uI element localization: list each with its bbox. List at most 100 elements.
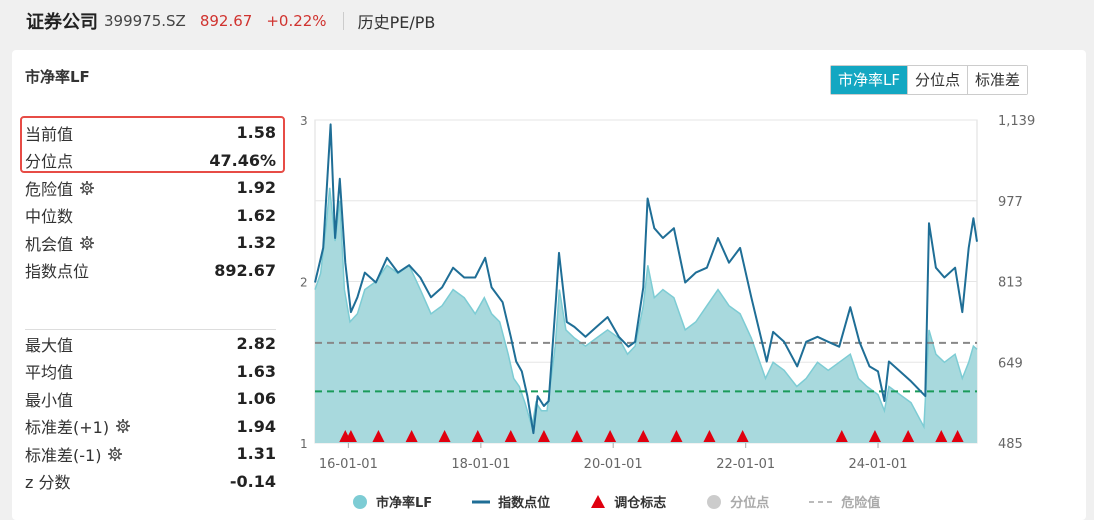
index-price: 892.67 <box>199 12 253 30</box>
x-tick-label: 22-01-01 <box>716 457 775 472</box>
y-right-tick: 1,139 <box>998 114 1035 129</box>
stat-label-text: 标准差(-1) <box>25 445 102 465</box>
stat-label-text: 当前值 <box>25 124 74 144</box>
legend-label: 分位点 <box>730 496 770 511</box>
index-title: 证券公司 <box>26 12 98 33</box>
stat-label-text: 中位数 <box>25 207 74 227</box>
stat-value: -0.14 <box>229 471 276 491</box>
stat-label-text: 危险值 <box>25 179 74 199</box>
stat-label-text: 最大值 <box>25 335 74 355</box>
y-right-tick: 649 <box>998 356 1023 371</box>
rebalance-marker <box>637 430 650 442</box>
legend-swatch <box>707 494 722 509</box>
legend-swatch <box>353 494 367 509</box>
rebalance-marker <box>604 430 617 442</box>
stat-value: 1.92 <box>236 178 276 198</box>
legend-swatch <box>472 500 491 503</box>
tab-std[interactable]: 标准差 <box>967 66 1028 94</box>
x-tick-label: 24-01-01 <box>849 457 908 472</box>
stat-label-text: 分位点 <box>25 152 74 172</box>
stat-value: 1.62 <box>236 205 276 225</box>
stat-label: 标准差(+1) <box>25 414 131 438</box>
rebalance-marker <box>372 430 385 442</box>
legend-label: 市净率LF <box>376 496 433 511</box>
stat-label-text: 平均值 <box>25 363 74 383</box>
pb-area <box>315 187 977 443</box>
stat-label-text: 标准差(+1) <box>25 418 110 438</box>
legend-item[interactable]: 指数点位 <box>472 492 550 511</box>
stat-value: 892.67 <box>214 260 276 280</box>
y-right-tick: 813 <box>998 276 1023 291</box>
stat-value: 1.63 <box>236 361 276 381</box>
tab-pb[interactable]: 市净率LF <box>831 66 907 94</box>
rebalance-marker <box>670 430 683 442</box>
y-right-tick: 977 <box>998 195 1023 210</box>
header-divider <box>342 12 344 30</box>
gear-icon[interactable] <box>80 180 95 195</box>
valuation-card: 市净率LF 市净率LF 分位点 标准差 当前值 1.58 分位点 47.46% 危险值 1… <box>12 50 1086 520</box>
tab-percentile[interactable]: 分位点 <box>907 66 968 94</box>
stat-label: 最大值 <box>25 332 73 356</box>
metric-tabs: 市净率LF 分位点 标准差 <box>830 65 1029 95</box>
stat-label: 机会值 <box>25 231 95 255</box>
x-tick-label: 20-01-01 <box>584 457 643 472</box>
stats-panel-2: 最大值 2.82 平均值 1.63 最小值 1.06 标准差(+1) 1.94 标准差(-1) 1… <box>25 330 276 495</box>
legend-item[interactable]: 危险值 <box>809 492 880 511</box>
stat-label-text: z 分数 <box>25 473 71 493</box>
stat-label-text: 最小值 <box>25 390 74 410</box>
rebalance-marker <box>537 430 550 442</box>
stat-label: 平均值 <box>25 359 73 383</box>
rebalance-marker <box>471 430 484 442</box>
stat-value: 2.82 <box>236 334 276 354</box>
stat-label: z 分数 <box>25 469 71 493</box>
stat-value: 1.06 <box>236 389 276 409</box>
rebalance-marker <box>344 430 357 442</box>
y-right-tick: 485 <box>998 437 1023 452</box>
stat-label: 标准差(-1) <box>25 442 123 466</box>
y-left-tick: 3 <box>300 114 308 128</box>
legend-item[interactable]: 分位点 <box>706 492 769 511</box>
gear-icon[interactable] <box>108 446 123 461</box>
index-change: +0.22% <box>266 12 327 30</box>
stat-row: 危险值 1.92 <box>25 174 276 202</box>
stat-label: 中位数 <box>25 203 73 227</box>
legend-swatch <box>809 500 834 503</box>
stats-divider <box>25 329 276 330</box>
stat-label: 当前值 <box>25 121 73 145</box>
rebalance-marker <box>703 430 716 442</box>
header-bar: 证券公司 399975.SZ 892.67 +0.22% 历史PE/PB <box>0 0 1094 42</box>
rebalance-marker <box>438 430 451 442</box>
rebalance-marker <box>736 430 749 442</box>
rebalance-marker <box>935 430 948 442</box>
stat-value: 1.94 <box>236 416 276 436</box>
stat-label: 最小值 <box>25 387 73 411</box>
rebalance-marker <box>570 430 583 442</box>
stat-row: 分位点 47.46% <box>25 147 276 175</box>
stat-row: 指数点位 892.67 <box>25 257 276 285</box>
rebalance-marker <box>902 430 915 442</box>
current-value-highlight <box>20 116 285 173</box>
stat-row: 最大值 2.82 <box>25 330 276 358</box>
legend-label: 指数点位 <box>498 496 551 511</box>
y-left-tick: 1 <box>300 437 308 451</box>
stat-row: 机会值 1.32 <box>25 229 276 257</box>
gear-icon[interactable] <box>116 419 131 434</box>
stat-row: 标准差(+1) 1.94 <box>25 413 276 441</box>
stat-row: 中位数 1.62 <box>25 202 276 230</box>
gear-icon[interactable] <box>80 235 95 250</box>
stat-label: 危险值 <box>25 176 95 200</box>
legend-item[interactable]: 调仓标志 <box>590 492 666 511</box>
history-pe-pb-link[interactable]: 历史PE/PB <box>357 13 436 32</box>
stats-panel: 当前值 1.58 分位点 47.46% 危险值 1.92 中位数 1.62 机会值 1.32 指数点… <box>25 119 276 284</box>
rebalance-marker <box>405 430 418 442</box>
legend-swatch <box>591 494 606 508</box>
x-tick-label: 18-01-01 <box>451 457 510 472</box>
stat-row: 标准差(-1) 1.31 <box>25 440 276 468</box>
legend-item[interactable]: 市净率LF <box>352 492 432 511</box>
stat-value: 47.46% <box>209 150 276 170</box>
index-code: 399975.SZ <box>104 12 186 30</box>
rebalance-marker <box>835 430 848 442</box>
y-left-tick: 2 <box>300 276 308 290</box>
card-title: 市净率LF <box>25 68 90 86</box>
stat-label: 分位点 <box>25 148 73 172</box>
